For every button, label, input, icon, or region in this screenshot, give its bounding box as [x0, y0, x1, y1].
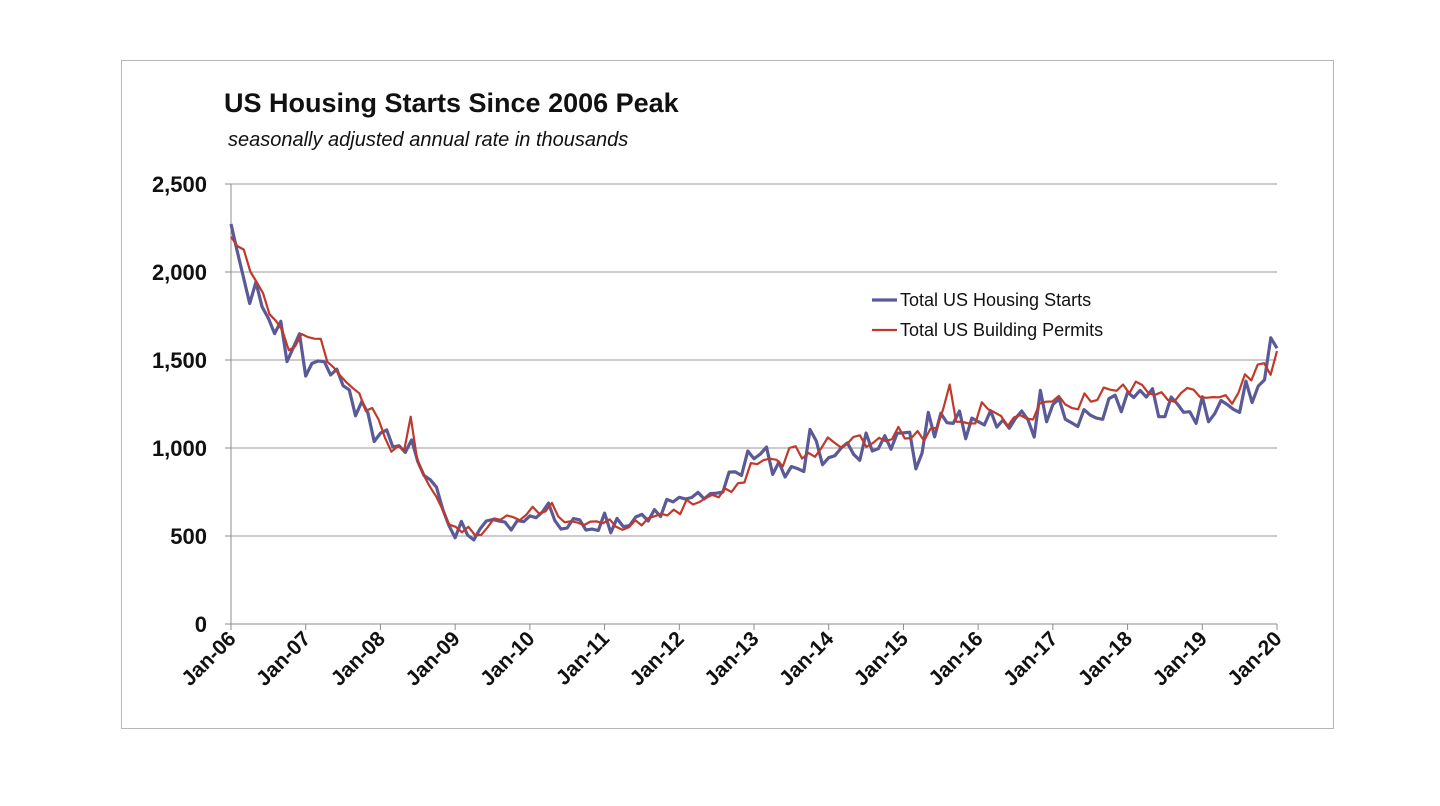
x-tick-label: Jan-16	[924, 627, 987, 690]
series-line-building-permits	[230, 236, 1279, 537]
y-tick-label: 500	[170, 524, 207, 549]
legend: Total US Housing Starts Total US Building…	[872, 290, 1103, 340]
x-tick-label: Jan-17	[999, 627, 1062, 690]
x-tick-label: Jan-07	[252, 627, 315, 690]
x-tick-label: Jan-20	[1223, 627, 1286, 690]
x-tick-label: Jan-14	[775, 627, 839, 691]
x-tick-label: Jan-18	[1074, 627, 1138, 691]
y-tick-label: 1,500	[152, 348, 207, 373]
x-tick-label: Jan-12	[626, 627, 689, 690]
x-tick-label: Jan-19	[1149, 627, 1212, 690]
x-tick-label: Jan-06	[177, 627, 240, 690]
x-tick-label: Jan-09	[401, 627, 464, 690]
legend-label: Total US Housing Starts	[900, 290, 1091, 310]
x-tick-label: Jan-15	[850, 627, 914, 691]
x-tick-label: Jan-10	[476, 627, 539, 690]
x-axis: Jan-06 Jan-07 Jan-08 Jan-09 Jan-10 Jan-11 Jan-…	[177, 623, 1287, 691]
x-tick-label: Jan-08	[327, 627, 391, 691]
y-tick-label: 0	[195, 612, 207, 637]
series-lines	[229, 223, 1279, 542]
legend-label: Total US Building Permits	[900, 320, 1103, 340]
grid-lines	[231, 183, 1277, 537]
series-line-housing-starts	[229, 223, 1279, 542]
y-tick-label: 2,000	[152, 260, 207, 285]
chart-subtitle: seasonally adjusted annual rate in thous…	[228, 129, 629, 151]
chart-title: US Housing Starts Since 2006 Peak	[224, 88, 679, 118]
y-tick-label: 1,000	[152, 436, 207, 461]
x-tick-label: Jan-11	[552, 627, 615, 690]
y-tick-label: 2,500	[152, 172, 207, 197]
y-axis: 0 500 1,000 1,500 2,000 2,500	[152, 172, 232, 637]
x-tick-label: Jan-13	[700, 627, 763, 690]
